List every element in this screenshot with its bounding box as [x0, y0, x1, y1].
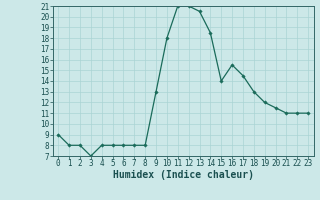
- X-axis label: Humidex (Indice chaleur): Humidex (Indice chaleur): [113, 170, 254, 180]
